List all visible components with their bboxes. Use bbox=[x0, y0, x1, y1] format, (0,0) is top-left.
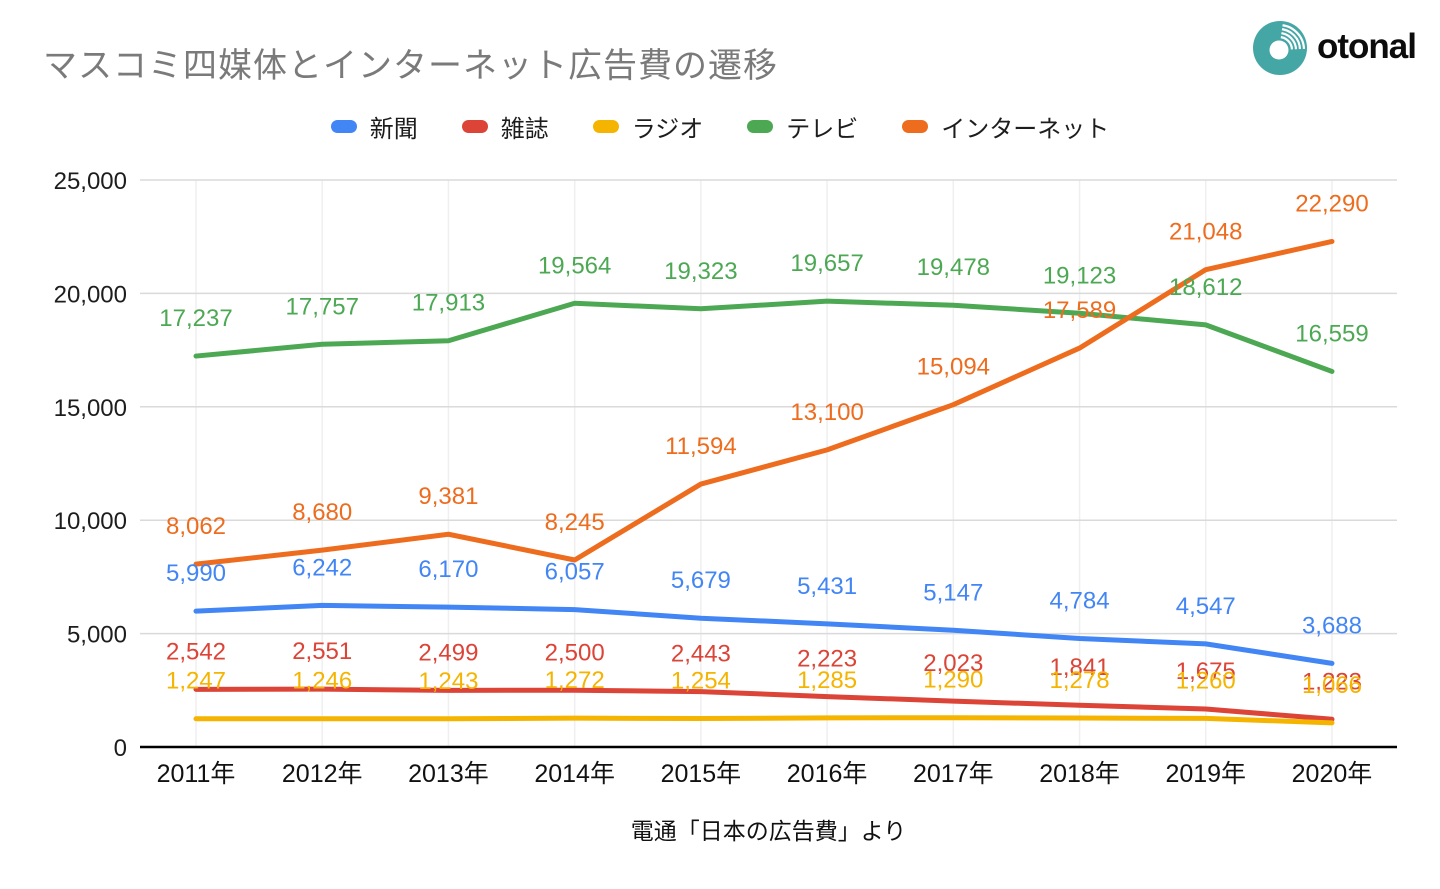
data-label-tv: 19,564 bbox=[538, 252, 611, 279]
legend-label-radio: ラジオ bbox=[631, 115, 704, 143]
x-tick-label: 2011年 bbox=[157, 760, 236, 788]
data-label-internet: 17,589 bbox=[1043, 297, 1116, 324]
data-label-internet: 11,594 bbox=[665, 433, 737, 460]
data-label-magazine: 1,841 bbox=[1050, 654, 1110, 681]
data-label-newspaper: 5,147 bbox=[923, 579, 983, 606]
data-label-magazine: 2,223 bbox=[797, 646, 857, 673]
data-label-newspaper: 5,431 bbox=[797, 573, 857, 600]
data-label-internet: 21,048 bbox=[1169, 219, 1242, 246]
logo-center-hole bbox=[1269, 40, 1289, 60]
data-label-internet: 15,094 bbox=[917, 354, 990, 381]
data-label-tv: 19,478 bbox=[917, 254, 990, 281]
data-label-radio: 1,066 bbox=[1302, 672, 1362, 699]
data-label-radio: 1,260 bbox=[1176, 667, 1236, 694]
legend-item-internet: インターネット bbox=[902, 109, 1109, 144]
legend-marker-internet bbox=[902, 119, 929, 133]
legend-marker-tv bbox=[747, 119, 774, 133]
data-label-radio: 1,243 bbox=[418, 668, 478, 695]
x-tick-label: 2018年 bbox=[1039, 760, 1120, 788]
data-label-magazine: 1,223 bbox=[1302, 668, 1362, 695]
data-label-radio: 1,272 bbox=[545, 667, 605, 694]
x-tick-label: 2013年 bbox=[408, 760, 489, 788]
legend-marker-magazine bbox=[461, 119, 488, 133]
x-tick-label: 2016年 bbox=[787, 760, 868, 788]
chart-title: マスコミ四媒体とインターネット広告費の遷移 bbox=[43, 47, 778, 85]
otonal-logo-text: otonal bbox=[1317, 27, 1417, 66]
series-line-tv bbox=[193, 298, 1335, 374]
data-label-radio: 1,278 bbox=[1050, 667, 1110, 694]
source-note: 電通「日本の広告費」より bbox=[630, 818, 907, 844]
data-label-newspaper: 6,170 bbox=[418, 556, 478, 583]
data-label-newspaper: 6,242 bbox=[292, 554, 352, 581]
data-label-magazine: 2,542 bbox=[166, 638, 226, 665]
data-label-newspaper: 6,057 bbox=[545, 559, 605, 586]
data-label-tv: 19,123 bbox=[1043, 262, 1116, 289]
otonal-logo-icon bbox=[1253, 21, 1307, 75]
legend-label-newspaper: 新聞 bbox=[369, 115, 418, 143]
data-label-tv: 17,913 bbox=[412, 290, 485, 317]
data-label-magazine: 2,443 bbox=[671, 641, 731, 668]
data-label-internet: 8,062 bbox=[166, 513, 226, 540]
data-label-tv: 18,612 bbox=[1169, 274, 1242, 301]
data-label-radio: 1,247 bbox=[166, 668, 226, 695]
chart-legend: 新聞 雑誌 ラジオ テレビ インターネット bbox=[0, 108, 1440, 144]
series-line-internet bbox=[193, 238, 1335, 567]
y-tick-label: 5,000 bbox=[67, 622, 127, 649]
y-tick-label: 15,000 bbox=[54, 395, 127, 422]
data-label-newspaper: 4,547 bbox=[1176, 593, 1236, 620]
legend-marker-radio bbox=[592, 119, 619, 133]
series-line-newspaper bbox=[193, 602, 1335, 666]
data-label-tv: 16,559 bbox=[1295, 320, 1368, 347]
legend-item-radio: ラジオ bbox=[592, 109, 704, 144]
x-tick-label: 2017年 bbox=[913, 760, 994, 788]
data-label-newspaper: 4,784 bbox=[1050, 587, 1110, 614]
data-label-radio: 1,285 bbox=[797, 667, 857, 694]
data-label-internet: 8,245 bbox=[545, 509, 605, 536]
series-line-radio bbox=[193, 715, 1335, 726]
x-tick-label: 2019年 bbox=[1165, 760, 1246, 788]
data-label-radio: 1,246 bbox=[292, 668, 352, 695]
legend-label-internet: インターネット bbox=[941, 115, 1110, 143]
x-tick-label: 2014年 bbox=[534, 760, 615, 788]
data-label-internet: 13,100 bbox=[790, 399, 863, 426]
x-tick-label: 2020年 bbox=[1292, 760, 1373, 788]
data-label-newspaper: 5,679 bbox=[671, 567, 731, 594]
data-label-tv: 19,657 bbox=[790, 250, 863, 277]
data-label-magazine: 2,499 bbox=[418, 639, 478, 666]
data-label-tv: 17,757 bbox=[286, 293, 359, 320]
y-tick-label: 0 bbox=[114, 735, 127, 762]
legend-item-magazine: 雑誌 bbox=[461, 109, 549, 144]
y-tick-label: 10,000 bbox=[54, 508, 127, 535]
data-label-tv: 19,323 bbox=[664, 258, 737, 285]
data-label-internet: 22,290 bbox=[1295, 190, 1368, 217]
series-line-magazine bbox=[193, 686, 1335, 722]
data-label-internet: 8,680 bbox=[292, 499, 352, 526]
data-label-magazine: 2,500 bbox=[545, 639, 605, 666]
legend-item-tv: テレビ bbox=[747, 109, 858, 144]
legend-label-tv: テレビ bbox=[786, 115, 859, 143]
legend-item-newspaper: 新聞 bbox=[330, 109, 418, 144]
legend-marker-newspaper bbox=[330, 119, 357, 133]
data-label-newspaper: 3,688 bbox=[1302, 612, 1362, 639]
y-tick-label: 25,000 bbox=[54, 168, 127, 195]
data-label-tv: 17,237 bbox=[159, 305, 232, 332]
legend-label-magazine: 雑誌 bbox=[500, 115, 549, 143]
data-label-magazine: 2,551 bbox=[292, 638, 352, 665]
x-tick-label: 2012年 bbox=[282, 760, 363, 788]
data-label-magazine: 2,023 bbox=[923, 650, 983, 677]
otonal-logo: otonal bbox=[1250, 18, 1417, 76]
data-label-newspaper: 5,990 bbox=[166, 560, 226, 587]
x-tick-label: 2015年 bbox=[661, 760, 742, 788]
data-label-internet: 9,381 bbox=[418, 483, 478, 510]
data-label-radio: 1,254 bbox=[671, 668, 731, 695]
data-label-magazine: 1,675 bbox=[1176, 658, 1236, 685]
y-tick-label: 20,000 bbox=[54, 281, 127, 308]
data-label-radio: 1,290 bbox=[923, 667, 983, 694]
